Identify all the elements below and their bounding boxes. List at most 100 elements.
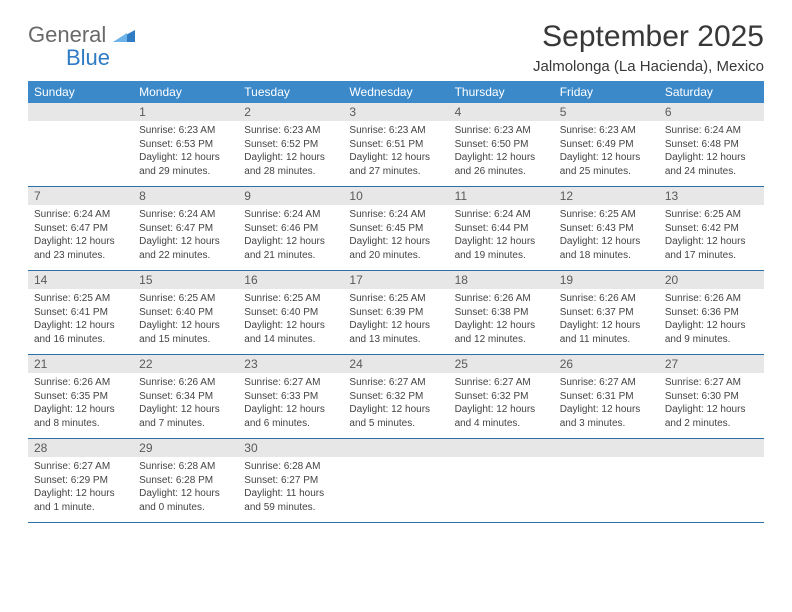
sunset-text: Sunset: 6:27 PM <box>244 474 337 488</box>
day-details: Sunrise: 6:23 AMSunset: 6:53 PMDaylight:… <box>133 121 238 186</box>
sunrise-text: Sunrise: 6:25 AM <box>139 292 232 306</box>
calendar-day-cell: 14Sunrise: 6:25 AMSunset: 6:41 PMDayligh… <box>28 271 133 355</box>
day-number <box>659 439 764 457</box>
calendar-day-cell: 11Sunrise: 6:24 AMSunset: 6:44 PMDayligh… <box>449 187 554 271</box>
calendar-week-row: 7Sunrise: 6:24 AMSunset: 6:47 PMDaylight… <box>28 187 764 271</box>
calendar-day-cell: 24Sunrise: 6:27 AMSunset: 6:32 PMDayligh… <box>343 355 448 439</box>
day-details: Sunrise: 6:24 AMSunset: 6:44 PMDaylight:… <box>449 205 554 270</box>
calendar-day-cell <box>554 439 659 523</box>
calendar-day-cell: 6Sunrise: 6:24 AMSunset: 6:48 PMDaylight… <box>659 103 764 187</box>
daylight-text: Daylight: 12 hours and 0 minutes. <box>139 487 232 514</box>
day-details: Sunrise: 6:26 AMSunset: 6:36 PMDaylight:… <box>659 289 764 354</box>
weekday-header-cell: Tuesday <box>238 81 343 103</box>
daylight-text: Daylight: 12 hours and 26 minutes. <box>455 151 548 178</box>
location-label: Jalmolonga (La Hacienda), Mexico <box>533 58 764 75</box>
calendar-table: SundayMondayTuesdayWednesdayThursdayFrid… <box>28 81 764 523</box>
weekday-header: SundayMondayTuesdayWednesdayThursdayFrid… <box>28 81 764 103</box>
day-number <box>28 103 133 121</box>
sunrise-text: Sunrise: 6:26 AM <box>455 292 548 306</box>
calendar-day-cell <box>28 103 133 187</box>
daylight-text: Daylight: 12 hours and 17 minutes. <box>665 235 758 262</box>
daylight-text: Daylight: 12 hours and 13 minutes. <box>349 319 442 346</box>
day-details: Sunrise: 6:28 AMSunset: 6:28 PMDaylight:… <box>133 457 238 522</box>
daylight-text: Daylight: 12 hours and 11 minutes. <box>560 319 653 346</box>
daylight-text: Daylight: 12 hours and 22 minutes. <box>139 235 232 262</box>
day-number: 21 <box>28 355 133 373</box>
sunrise-text: Sunrise: 6:23 AM <box>349 124 442 138</box>
weekday-header-cell: Thursday <box>449 81 554 103</box>
sunset-text: Sunset: 6:45 PM <box>349 222 442 236</box>
daylight-text: Daylight: 12 hours and 1 minute. <box>34 487 127 514</box>
daylight-text: Daylight: 12 hours and 25 minutes. <box>560 151 653 178</box>
calendar-day-cell <box>659 439 764 523</box>
calendar-day-cell: 9Sunrise: 6:24 AMSunset: 6:46 PMDaylight… <box>238 187 343 271</box>
day-number: 19 <box>554 271 659 289</box>
daylight-text: Daylight: 12 hours and 21 minutes. <box>244 235 337 262</box>
sunrise-text: Sunrise: 6:23 AM <box>244 124 337 138</box>
calendar-day-cell: 7Sunrise: 6:24 AMSunset: 6:47 PMDaylight… <box>28 187 133 271</box>
brand-name-1: General <box>28 22 106 47</box>
calendar-day-cell: 10Sunrise: 6:24 AMSunset: 6:45 PMDayligh… <box>343 187 448 271</box>
sunset-text: Sunset: 6:47 PM <box>139 222 232 236</box>
daylight-text: Daylight: 12 hours and 20 minutes. <box>349 235 442 262</box>
title-block: September 2025 Jalmolonga (La Hacienda),… <box>533 20 764 75</box>
logo-triangle-icon <box>113 26 135 47</box>
sunrise-text: Sunrise: 6:25 AM <box>244 292 337 306</box>
day-details: Sunrise: 6:27 AMSunset: 6:30 PMDaylight:… <box>659 373 764 438</box>
calendar-day-cell: 21Sunrise: 6:26 AMSunset: 6:35 PMDayligh… <box>28 355 133 439</box>
day-number: 18 <box>449 271 554 289</box>
sunset-text: Sunset: 6:43 PM <box>560 222 653 236</box>
sunrise-text: Sunrise: 6:28 AM <box>139 460 232 474</box>
day-details: Sunrise: 6:24 AMSunset: 6:45 PMDaylight:… <box>343 205 448 270</box>
sunrise-text: Sunrise: 6:27 AM <box>665 376 758 390</box>
sunset-text: Sunset: 6:52 PM <box>244 138 337 152</box>
day-number: 14 <box>28 271 133 289</box>
calendar-week-row: 14Sunrise: 6:25 AMSunset: 6:41 PMDayligh… <box>28 271 764 355</box>
calendar-day-cell: 3Sunrise: 6:23 AMSunset: 6:51 PMDaylight… <box>343 103 448 187</box>
weekday-header-cell: Sunday <box>28 81 133 103</box>
sunrise-text: Sunrise: 6:25 AM <box>560 208 653 222</box>
calendar-day-cell: 20Sunrise: 6:26 AMSunset: 6:36 PMDayligh… <box>659 271 764 355</box>
calendar-day-cell: 30Sunrise: 6:28 AMSunset: 6:27 PMDayligh… <box>238 439 343 523</box>
sunset-text: Sunset: 6:37 PM <box>560 306 653 320</box>
daylight-text: Daylight: 12 hours and 7 minutes. <box>139 403 232 430</box>
sunrise-text: Sunrise: 6:27 AM <box>455 376 548 390</box>
day-details: Sunrise: 6:25 AMSunset: 6:41 PMDaylight:… <box>28 289 133 354</box>
sunset-text: Sunset: 6:29 PM <box>34 474 127 488</box>
day-number: 6 <box>659 103 764 121</box>
sunrise-text: Sunrise: 6:23 AM <box>139 124 232 138</box>
sunset-text: Sunset: 6:35 PM <box>34 390 127 404</box>
daylight-text: Daylight: 12 hours and 24 minutes. <box>665 151 758 178</box>
daylight-text: Daylight: 12 hours and 4 minutes. <box>455 403 548 430</box>
sunset-text: Sunset: 6:46 PM <box>244 222 337 236</box>
day-details <box>659 457 764 515</box>
day-number <box>554 439 659 457</box>
sunrise-text: Sunrise: 6:23 AM <box>455 124 548 138</box>
day-details: Sunrise: 6:25 AMSunset: 6:42 PMDaylight:… <box>659 205 764 270</box>
day-details <box>28 121 133 179</box>
calendar-day-cell <box>449 439 554 523</box>
calendar-day-cell: 25Sunrise: 6:27 AMSunset: 6:32 PMDayligh… <box>449 355 554 439</box>
sunrise-text: Sunrise: 6:27 AM <box>244 376 337 390</box>
calendar-day-cell: 18Sunrise: 6:26 AMSunset: 6:38 PMDayligh… <box>449 271 554 355</box>
daylight-text: Daylight: 12 hours and 2 minutes. <box>665 403 758 430</box>
day-details: Sunrise: 6:23 AMSunset: 6:52 PMDaylight:… <box>238 121 343 186</box>
sunset-text: Sunset: 6:50 PM <box>455 138 548 152</box>
day-number: 13 <box>659 187 764 205</box>
day-number: 11 <box>449 187 554 205</box>
sunset-text: Sunset: 6:53 PM <box>139 138 232 152</box>
day-number: 30 <box>238 439 343 457</box>
day-details: Sunrise: 6:25 AMSunset: 6:40 PMDaylight:… <box>133 289 238 354</box>
daylight-text: Daylight: 12 hours and 6 minutes. <box>244 403 337 430</box>
day-number: 17 <box>343 271 448 289</box>
day-number: 1 <box>133 103 238 121</box>
calendar-day-cell: 16Sunrise: 6:25 AMSunset: 6:40 PMDayligh… <box>238 271 343 355</box>
day-number: 9 <box>238 187 343 205</box>
calendar-page: General Blue September 2025 Jalmolonga (… <box>0 0 792 543</box>
sunrise-text: Sunrise: 6:23 AM <box>560 124 653 138</box>
calendar-day-cell <box>343 439 448 523</box>
daylight-text: Daylight: 12 hours and 14 minutes. <box>244 319 337 346</box>
day-details: Sunrise: 6:23 AMSunset: 6:49 PMDaylight:… <box>554 121 659 186</box>
day-number <box>343 439 448 457</box>
sunrise-text: Sunrise: 6:27 AM <box>560 376 653 390</box>
